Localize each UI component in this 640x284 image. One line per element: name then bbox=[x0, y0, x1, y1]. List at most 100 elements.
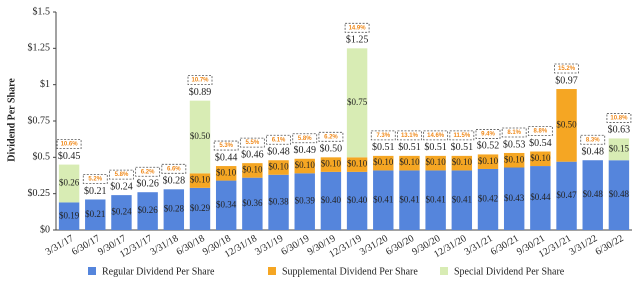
annotation-box bbox=[318, 131, 344, 142]
bar-segment bbox=[477, 168, 499, 230]
x-tick-label: 6/30/21 bbox=[489, 233, 521, 258]
segment-label: $0.41 bbox=[426, 194, 446, 204]
bar-segment bbox=[189, 173, 211, 188]
total-label: $0.54 bbox=[529, 138, 552, 149]
annotation: 5.8% bbox=[115, 172, 129, 178]
annotation-box bbox=[475, 129, 501, 139]
segment-label: $0.43 bbox=[504, 193, 525, 203]
bar-segment bbox=[85, 199, 106, 230]
annotation: 10.7% bbox=[191, 78, 209, 84]
total-label: $0.51 bbox=[372, 142, 395, 153]
annotation-box bbox=[135, 166, 161, 177]
bar-segment bbox=[477, 154, 499, 169]
annotation: 14.9% bbox=[349, 25, 367, 31]
annotation: 5.8% bbox=[298, 136, 312, 142]
total-label: $0.46 bbox=[241, 149, 264, 160]
bar-segment bbox=[215, 180, 237, 230]
bar-segment bbox=[58, 164, 80, 203]
segment-label: $0.10 bbox=[295, 160, 316, 170]
bar-segment bbox=[608, 160, 630, 230]
segment-label: $0.26 bbox=[138, 205, 159, 215]
segment-label: $0.10 bbox=[347, 159, 368, 169]
annotation: 5.2% bbox=[88, 177, 102, 183]
segment-label: $0.21 bbox=[85, 209, 105, 219]
bar-segment bbox=[294, 158, 315, 174]
annotation: 6.6% bbox=[167, 166, 181, 172]
bar-segment bbox=[399, 155, 420, 171]
annotation-box bbox=[580, 134, 606, 145]
bar-segment bbox=[556, 161, 577, 230]
legend-swatch bbox=[268, 267, 276, 275]
annotation: 5.3% bbox=[219, 143, 233, 149]
y-tick-label: $0.75 bbox=[28, 115, 51, 126]
segment-label: $0.48 bbox=[609, 189, 630, 199]
segment-label: $0.10 bbox=[373, 157, 394, 167]
annotation-box bbox=[239, 137, 265, 148]
segment-label: $0.40 bbox=[347, 195, 368, 205]
x-tick-label: 3/31/18 bbox=[148, 233, 180, 258]
total-label: $0.21 bbox=[84, 186, 107, 197]
bar-segment bbox=[346, 171, 368, 230]
x-tick-label: 3/31/19 bbox=[253, 233, 285, 258]
segment-label: $0.41 bbox=[373, 194, 393, 204]
x-tick-label: 6/30/19 bbox=[279, 233, 311, 258]
segment-label: $0.50 bbox=[190, 131, 211, 141]
bar-segment bbox=[425, 170, 446, 230]
segment-label: $0.41 bbox=[399, 194, 419, 204]
segment-label: $0.24 bbox=[111, 207, 132, 217]
annotation-box bbox=[554, 63, 579, 74]
annotation-box bbox=[187, 75, 213, 86]
x-tick-label: 3/31/17 bbox=[44, 233, 76, 258]
segment-label: $0.10 bbox=[399, 157, 420, 167]
y-tick-label: $1 bbox=[40, 79, 50, 90]
bar-segment bbox=[503, 167, 525, 230]
segment-label: $0.75 bbox=[347, 97, 368, 107]
segment-label: $0.48 bbox=[583, 189, 604, 199]
annotation-box bbox=[213, 140, 239, 151]
total-label: $0.97 bbox=[555, 75, 578, 86]
legend-label: Supplemental Dividend Per Share bbox=[282, 266, 418, 277]
annotation-box bbox=[82, 174, 108, 184]
annotation-box bbox=[423, 130, 449, 141]
segment-label: $0.10 bbox=[216, 167, 237, 177]
bar-segment bbox=[189, 100, 211, 174]
bar-segment bbox=[242, 163, 263, 178]
total-label: $0.63 bbox=[608, 125, 631, 136]
annotation: 6.2% bbox=[141, 169, 155, 175]
segment-label: $0.10 bbox=[478, 156, 499, 166]
y-tick-label: $1.25 bbox=[28, 43, 51, 54]
annotation: 8.3% bbox=[586, 137, 600, 143]
segment-label: $0.34 bbox=[216, 199, 237, 209]
total-label: $0.51 bbox=[398, 142, 421, 153]
bar-segment bbox=[320, 157, 342, 172]
bar-segment bbox=[111, 195, 132, 230]
x-tick-label: 3/31/20 bbox=[358, 233, 390, 258]
segment-label: $0.10 bbox=[504, 154, 525, 164]
bar-segment bbox=[451, 155, 473, 171]
bar-segment bbox=[425, 155, 446, 171]
segment-label: $0.10 bbox=[530, 153, 551, 163]
bar-segment bbox=[137, 192, 158, 230]
segment-label: $0.28 bbox=[164, 204, 185, 214]
annotation: 15.2% bbox=[558, 66, 576, 72]
bar-segment bbox=[399, 170, 420, 230]
y-axis-label: Dividend Per Share bbox=[6, 78, 17, 162]
segment-label: $0.41 bbox=[452, 194, 472, 204]
bar-segment bbox=[503, 152, 525, 168]
segment-label: $0.39 bbox=[295, 196, 316, 206]
bar-segment bbox=[58, 202, 80, 230]
total-label: $0.45 bbox=[58, 151, 81, 162]
total-label: $0.26 bbox=[136, 179, 159, 190]
annotation-box bbox=[606, 113, 632, 123]
bar-segment bbox=[608, 138, 630, 161]
segment-label: $0.44 bbox=[530, 192, 551, 202]
bar-segment bbox=[189, 187, 211, 230]
total-label: $0.24 bbox=[110, 181, 133, 192]
annotation: 11.5% bbox=[453, 133, 470, 139]
legend-label: Special Dividend Per Share bbox=[454, 266, 565, 277]
bar-segment bbox=[215, 166, 237, 181]
annotation: 9.4% bbox=[481, 132, 495, 138]
total-label: $0.50 bbox=[320, 144, 343, 155]
annotation-box bbox=[397, 130, 422, 141]
annotation-box bbox=[370, 130, 396, 141]
